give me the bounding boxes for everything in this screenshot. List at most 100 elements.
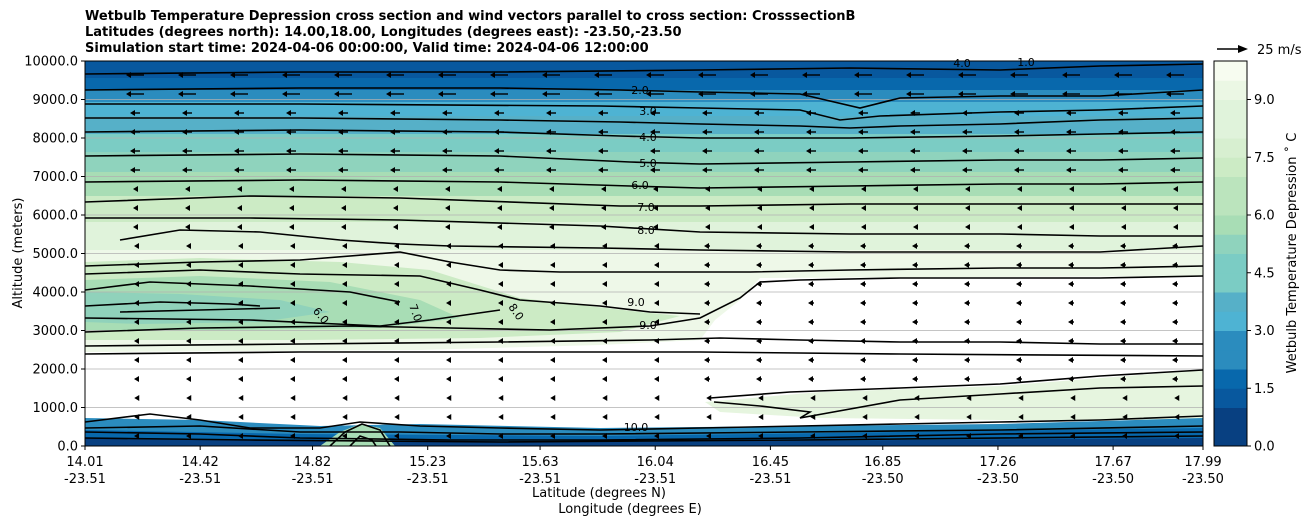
- wind-vector-head: [1068, 319, 1073, 325]
- wind-vector-head: [702, 167, 707, 173]
- colorbar-tick-label: 6.0: [1254, 209, 1275, 224]
- wind-vector-head: [394, 414, 400, 420]
- wind-vector-head: [1122, 395, 1128, 401]
- y-axis-label: Altitude (meters): [11, 198, 26, 309]
- contour-label: 7.0: [637, 201, 655, 214]
- wind-vector-head: [290, 319, 295, 325]
- contour-line: [713, 385, 1203, 419]
- wind-vector-head: [178, 72, 183, 78]
- wind-vector-head: [394, 357, 399, 363]
- wind-vector-head: [1017, 186, 1022, 192]
- wind-vector-head: [964, 262, 969, 268]
- contour-line: [85, 435, 1203, 443]
- wind-vector-head: [757, 205, 762, 211]
- wind-vector-head: [705, 205, 710, 211]
- wind-vector-head: [442, 129, 447, 135]
- wind-vector-head: [756, 300, 761, 306]
- colorbar-band: [1214, 253, 1247, 274]
- contour-line: [85, 103, 1203, 121]
- wind-vector-head: [964, 357, 969, 363]
- wind-vector-head: [130, 167, 135, 173]
- wind-vector-head: [290, 433, 295, 439]
- wind-vector-head: [393, 186, 398, 192]
- wind-vector-head: [338, 167, 343, 173]
- wind-vector-head: [965, 205, 970, 211]
- wind-vector-head: [654, 338, 659, 344]
- wind-vector-head: [438, 72, 443, 78]
- wind-vector-head: [1062, 72, 1067, 78]
- wind-vector-head: [238, 262, 243, 268]
- wind-vector-head: [654, 414, 660, 420]
- wind-vector-head: [394, 262, 399, 268]
- wind-vector-head: [906, 72, 911, 78]
- wind-vector-head: [750, 91, 755, 97]
- colorbar-band: [1214, 388, 1247, 408]
- contour-line: [85, 129, 1203, 139]
- wind-vector-head: [445, 224, 450, 230]
- wind-vector-head: [498, 300, 503, 306]
- wind-vector-head: [1016, 262, 1021, 268]
- wind-vector-head: [290, 281, 295, 287]
- wind-vector-head: [498, 281, 503, 287]
- wind-vector-head: [446, 338, 451, 344]
- wind-vector-head: [1068, 338, 1073, 344]
- wind-vector-head: [602, 281, 607, 287]
- wind-vector-head: [1172, 319, 1177, 325]
- wind-vector-head: [238, 243, 243, 249]
- wind-vector-head: [598, 148, 603, 154]
- colorbar-ticks: 0.0 1.5 3.0 4.5 6.0 7.5 9.0: [1247, 93, 1275, 455]
- wind-vector-head: [186, 262, 191, 268]
- wind-vector-head: [438, 91, 443, 97]
- wind-vector-head: [1066, 129, 1071, 135]
- wind-vector-head: [958, 91, 963, 97]
- wind-vector-head: [602, 414, 608, 420]
- wind-vector-head: [912, 376, 917, 382]
- wind-vector-head: [861, 224, 866, 230]
- wind-vector-head: [964, 376, 969, 382]
- wind-vector-head: [1172, 376, 1177, 382]
- wind-vector-head: [1172, 262, 1177, 268]
- wind-vector-head: [702, 129, 707, 135]
- wind-vector-head: [962, 148, 967, 154]
- wind-vector-head: [446, 262, 451, 268]
- wind-vector-head: [1174, 433, 1179, 439]
- x-tick-label-lat: 15.23: [409, 455, 446, 470]
- wind-vector-head: [238, 395, 244, 401]
- wind-vector-head: [1120, 338, 1125, 344]
- wind-vector-head: [806, 110, 811, 116]
- wind-vector-head: [549, 224, 554, 230]
- wind-vector-head: [704, 281, 709, 287]
- wind-vector-head: [238, 357, 243, 363]
- wind-vector-head: [808, 376, 813, 382]
- wind-vector-head: [498, 357, 503, 363]
- wind-vector-head: [1066, 148, 1071, 154]
- x-tick-label-lon: -23.51: [179, 472, 221, 487]
- colorbar-tick-label: 0.0: [1254, 440, 1275, 455]
- wind-vector-head: [964, 281, 969, 287]
- wind-vector-head: [602, 243, 607, 249]
- wind-vector-head: [809, 186, 814, 192]
- wind-vector-head: [808, 319, 813, 325]
- wind-vector-head: [230, 91, 235, 97]
- wind-vector-head: [705, 186, 710, 192]
- contour-line: [85, 425, 1203, 435]
- wind-vector-head: [494, 110, 499, 116]
- wind-vector-head: [238, 338, 243, 344]
- colorbar-band: [1214, 407, 1247, 428]
- wind-vector-head: [494, 129, 499, 135]
- wind-vector-head: [1122, 433, 1127, 439]
- wind-vector-head: [1120, 357, 1125, 363]
- wind-vector-head: [1068, 300, 1073, 306]
- wind-vector-head: [1010, 91, 1015, 97]
- wind-vector-head: [860, 319, 865, 325]
- wind-vector-head: [550, 319, 555, 325]
- wind-vector-head: [1172, 243, 1177, 249]
- wind-vector-head: [1062, 91, 1067, 97]
- wind-vector-head: [186, 243, 191, 249]
- wind-vector-head: [858, 148, 863, 154]
- wind-vector-head: [130, 148, 135, 154]
- grid-lines: [85, 99, 1203, 408]
- wind-vector-head: [1173, 205, 1178, 211]
- wind-vector-head: [1014, 129, 1019, 135]
- x-tick-label-lat: 14.42: [182, 455, 219, 470]
